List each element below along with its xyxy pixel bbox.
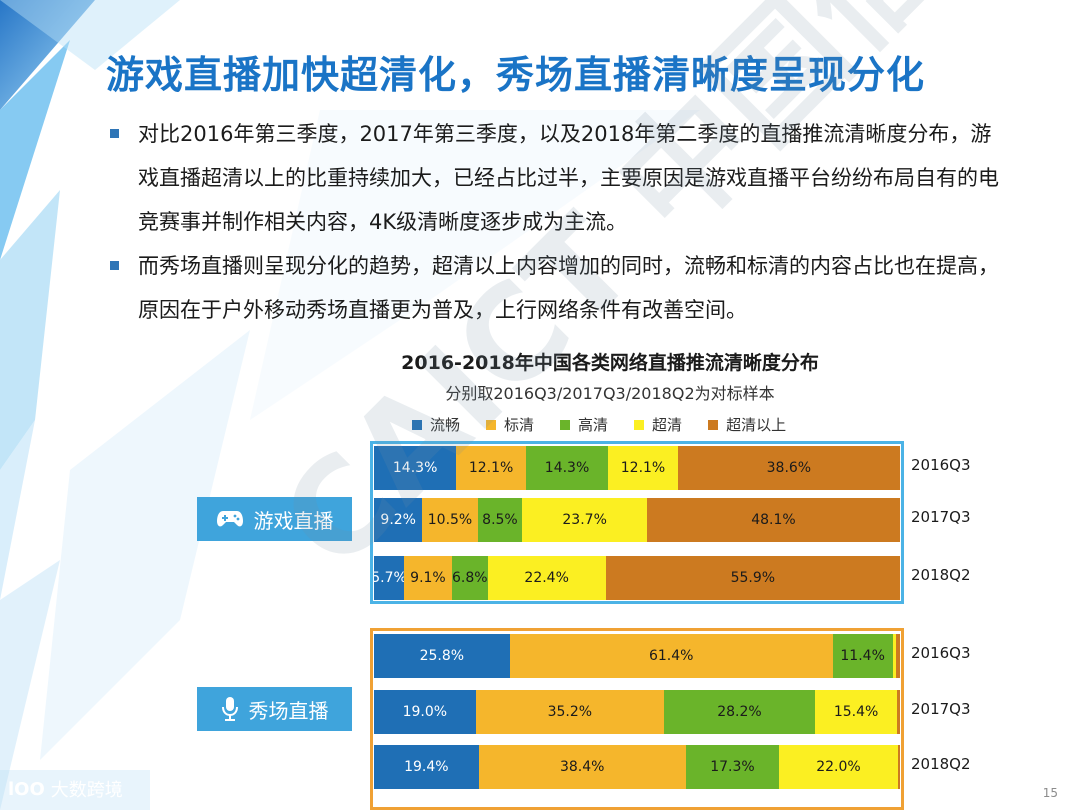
bar-segment: 17.3% xyxy=(685,745,780,789)
bar-segment xyxy=(892,634,897,678)
gamepad-icon xyxy=(216,510,244,528)
bar-segment: 14.3% xyxy=(525,446,609,490)
bar-segment: 19.0% xyxy=(374,690,476,734)
legend-label: 超清以上 xyxy=(726,416,787,434)
chart-subtitle: 分别取2016Q3/2017Q3/2018Q2为对标样本 xyxy=(445,384,775,403)
bar-segment: 15.4% xyxy=(814,690,898,734)
show-group-label: 秀场直播 xyxy=(197,687,352,731)
logo-text: 大数跨境 xyxy=(50,780,123,801)
bar-segment: 28.2% xyxy=(664,690,815,734)
bullet-item: 对比2016年第三季度，2017年第三季度，以及2018年第二季度的直播推流清晰… xyxy=(110,112,1010,244)
stacked-bar: 14.3% 12.1% 14.3% 12.1% 38.6% xyxy=(374,446,900,490)
bullet-text: 而秀场直播则呈现分化的趋势，超清以上内容增加的同时，流畅和标清的内容占比也在提高… xyxy=(138,254,999,322)
bar-segment: 48.1% xyxy=(646,498,900,542)
period-label: 2017Q3 xyxy=(911,508,971,526)
legend-item: 超清以上 xyxy=(708,414,786,435)
bar-segment: 12.1% xyxy=(608,446,678,490)
stacked-bar: 9.2% 10.5% 8.5% 23.7% 48.1% xyxy=(374,498,900,542)
legend-label: 流畅 xyxy=(430,416,461,434)
bar-segment: 22.0% xyxy=(779,745,898,789)
stacked-bar: 25.8% 61.4% 11.4% xyxy=(374,634,900,678)
bar-segment: 23.7% xyxy=(522,498,647,542)
bar-segment xyxy=(896,634,900,678)
period-label: 2016Q3 xyxy=(911,456,971,474)
page-number: 15 xyxy=(1042,786,1058,800)
legend-item: 标清 xyxy=(486,414,534,435)
legend-swatch xyxy=(634,419,645,430)
bar-segment: 5.7% xyxy=(374,556,404,600)
logo-mark: lOO xyxy=(8,778,45,800)
bar-segment: 11.4% xyxy=(832,634,893,678)
bar-segment xyxy=(897,745,900,789)
bullet-item: 而秀场直播则呈现分化的趋势，超清以上内容增加的同时，流畅和标清的内容占比也在提高… xyxy=(110,244,1010,332)
bar-segment: 9.1% xyxy=(404,556,452,600)
bar-segment: 35.2% xyxy=(475,690,664,734)
game-group-label: 游戏直播 xyxy=(197,497,352,541)
legend-item: 超清 xyxy=(634,414,682,435)
microphone-icon xyxy=(221,696,239,722)
chart-title: 2016-2018年中国各类网络直播推流清晰度分布 xyxy=(401,352,819,374)
period-label: 2016Q3 xyxy=(911,644,971,662)
show-group-name: 秀场直播 xyxy=(248,698,329,723)
bar-segment xyxy=(897,690,900,734)
slide-title: 游戏直播加快超清化，秀场直播清晰度呈现分化 xyxy=(106,53,926,97)
bar-segment: 8.5% xyxy=(477,498,523,542)
period-label: 2018Q2 xyxy=(911,566,971,584)
stacked-bar: 19.0% 35.2% 28.2% 15.4% xyxy=(374,690,900,734)
legend-label: 超清 xyxy=(652,416,683,434)
bar-segment: 25.8% xyxy=(374,634,510,678)
legend-swatch xyxy=(560,419,571,430)
bar-segment: 9.2% xyxy=(374,498,423,542)
period-label: 2017Q3 xyxy=(911,700,971,718)
bar-segment: 19.4% xyxy=(374,745,479,789)
legend-swatch xyxy=(486,419,497,430)
game-group-name: 游戏直播 xyxy=(253,508,334,533)
legend-swatch xyxy=(412,419,422,430)
legend-item: 高清 xyxy=(560,414,608,435)
bullet-text: 对比2016年第三季度，2017年第三季度，以及2018年第二季度的直播推流清晰… xyxy=(138,122,999,234)
bar-segment: 38.4% xyxy=(478,745,686,789)
bullet-square-icon xyxy=(110,129,119,138)
bar-segment: 38.6% xyxy=(677,446,900,490)
legend-label: 高清 xyxy=(578,416,609,434)
legend-swatch xyxy=(708,419,719,430)
bar-segment: 61.4% xyxy=(509,634,833,678)
bar-segment: 14.3% xyxy=(374,446,457,490)
stacked-bar: 19.4% 38.4% 17.3% 22.0% xyxy=(374,745,900,789)
bullet-list: 对比2016年第三季度，2017年第三季度，以及2018年第二季度的直播推流清晰… xyxy=(110,112,1010,332)
chart-legend: 流畅 标清 高清 超清 超清以上 xyxy=(412,414,812,435)
bar-segment: 6.8% xyxy=(451,556,488,600)
bar-segment: 22.4% xyxy=(487,556,606,600)
bar-segment: 10.5% xyxy=(422,498,478,542)
brand-logo: lOO 大数跨境 xyxy=(8,776,123,802)
period-label: 2018Q2 xyxy=(911,755,971,773)
bullet-square-icon xyxy=(110,261,119,270)
legend-item: 流畅 xyxy=(412,414,460,435)
legend-label: 标清 xyxy=(504,416,535,434)
bar-segment: 55.9% xyxy=(605,556,900,600)
stacked-bar: 5.7%9.1%6.8%22.4%55.9% xyxy=(374,556,900,600)
bar-segment: 12.1% xyxy=(456,446,526,490)
